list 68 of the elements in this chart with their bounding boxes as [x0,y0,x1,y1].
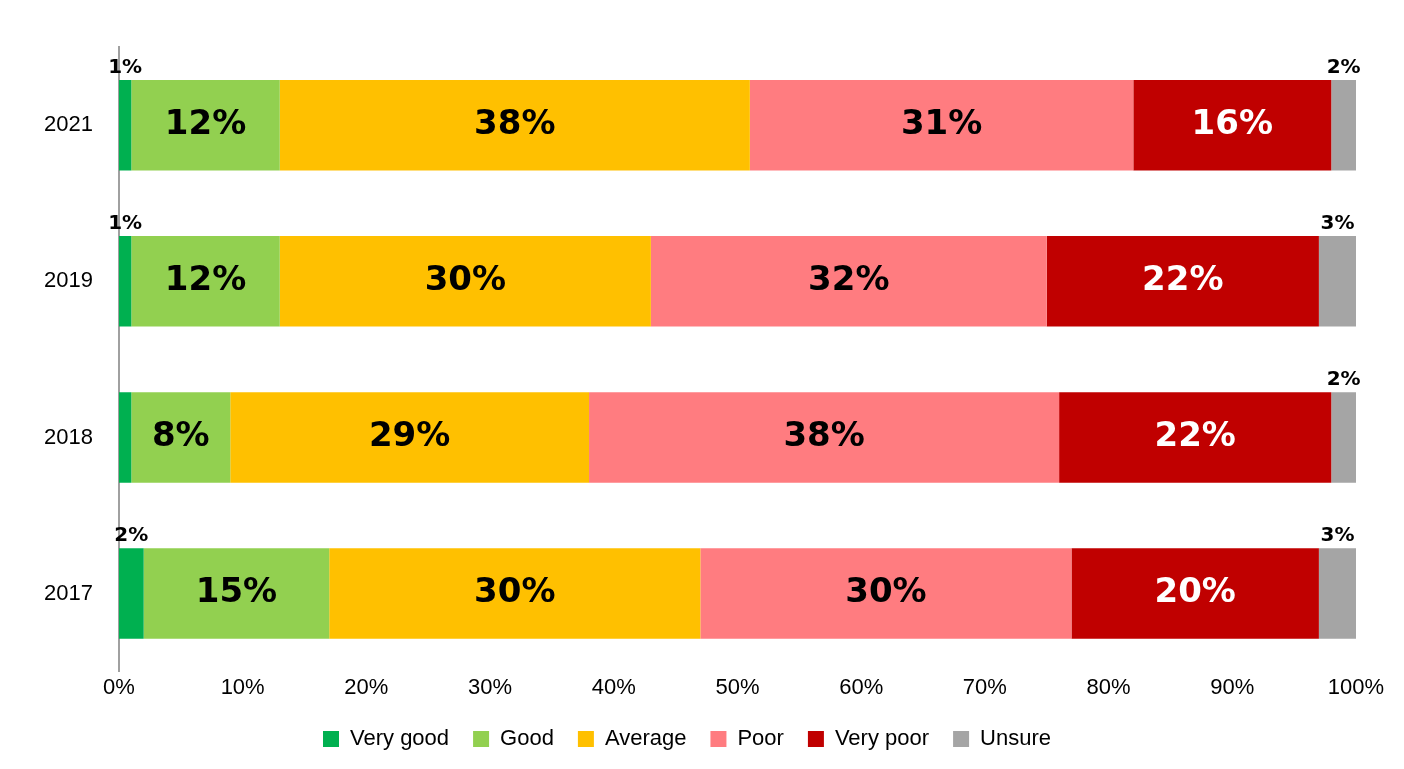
data-label: 3% [1320,522,1355,547]
bar [131,79,280,171]
data-label: 3% [1320,210,1355,235]
data-label: 15% [195,570,278,611]
data-label: 1% [108,54,143,79]
data-label: 20% [1154,570,1236,611]
x-tick-label: 30% [468,673,513,699]
x-tick-label: 100% [1327,673,1385,699]
bar [1331,392,1356,483]
bar [143,548,330,639]
bar [131,236,280,327]
data-label: 30% [424,258,507,299]
bar [1331,79,1356,171]
bar [700,548,1072,639]
data-label: 31% [900,102,983,143]
data-label: 12% [164,258,247,299]
bar [1071,548,1319,639]
data-label: 1% [108,210,143,235]
bar [118,548,144,639]
y-tick-label: 2019 [43,267,93,293]
data-label: 16% [1191,102,1273,143]
legend-label: Very good [350,725,450,751]
x-tick-label: 70% [962,673,1007,699]
data-label: 30% [474,570,556,611]
legend-label: Average [604,725,687,751]
bar [131,392,231,483]
data-label: 38% [783,414,865,455]
bar [1318,236,1356,327]
data-label: 30% [845,570,927,611]
bar [1133,79,1332,171]
x-tick-label: 60% [839,673,884,699]
legend-label: Very poor [834,725,930,751]
data-label: 29% [368,414,451,455]
data-label: 22% [1142,258,1224,299]
data-label: 2% [1326,54,1361,79]
x-tick-label: 0% [103,673,135,699]
y-tick-label: 2021 [43,111,93,137]
bar [230,392,590,483]
bar [118,236,132,327]
bar [1046,236,1319,327]
bar [279,236,651,327]
bar [329,548,701,639]
bar [589,392,1060,483]
data-label: 38% [474,102,556,143]
bar [279,79,750,171]
legend-label: Unsure [980,725,1051,751]
x-tick-label: 40% [591,673,636,699]
bar [749,79,1134,171]
data-label: 32% [808,258,890,299]
x-tick-label: 10% [220,673,265,699]
x-tick-label: 20% [344,673,389,699]
bar [650,236,1047,327]
data-label: 2% [114,522,149,547]
data-label: 2% [1326,366,1361,391]
y-tick-label: 2018 [43,423,93,449]
x-tick-label: 50% [715,673,760,699]
bar [1318,548,1356,639]
x-tick-label: 80% [1086,673,1131,699]
x-tick-label: 90% [1210,673,1255,699]
data-label: 12% [164,102,247,143]
legend-label: Good [500,725,554,751]
bar [118,79,132,171]
bar [1059,392,1332,483]
y-tick-label: 2017 [43,579,93,605]
data-label: 8% [151,414,210,455]
bar [118,392,132,483]
legend-label: Poor [737,725,784,751]
data-label: 22% [1154,414,1236,455]
